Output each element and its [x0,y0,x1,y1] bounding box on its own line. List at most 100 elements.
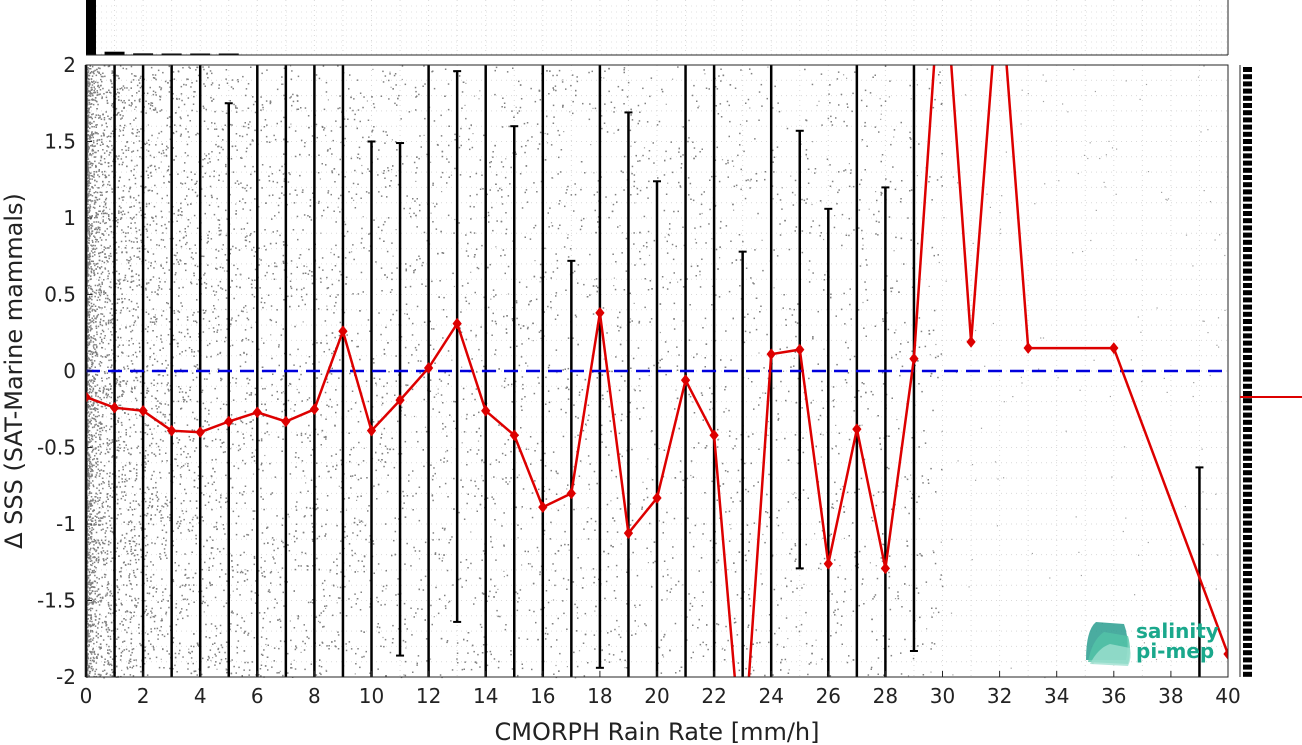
scatter-point [87,270,89,272]
scatter-point [158,167,160,169]
scatter-point [99,115,101,117]
scatter-point [565,411,567,414]
scatter-point [282,241,285,243]
scatter-point [91,99,93,101]
scatter-point [134,99,136,102]
scatter-point [357,345,359,348]
scatter-point [663,636,665,638]
top-histogram [86,0,1229,56]
scatter-point [100,333,102,335]
scatter-point [140,209,142,212]
scatter-point [899,374,901,377]
scatter-point [236,652,239,654]
scatter-point [215,143,217,146]
scatter-point [416,662,418,665]
scatter-point [107,183,109,186]
scatter-point [582,577,585,579]
scatter-point [796,322,799,324]
scatter-point [101,97,103,100]
scatter-point [804,68,806,71]
scatter-point [147,177,150,179]
scatter-point [115,457,118,459]
scatter-point [864,169,866,171]
scatter-point [416,305,419,308]
scatter-point [130,550,132,552]
scatter-point [281,567,284,569]
scatter-point [163,537,165,539]
scatter-point [899,351,901,353]
scatter-point [101,329,104,332]
scatter-point [155,168,157,171]
scatter-point [208,409,210,412]
right-histogram-bar [1243,650,1252,656]
scatter-point [201,673,203,676]
scatter-point [127,232,129,234]
scatter-point [498,424,500,426]
scatter-point [185,492,187,495]
scatter-point [132,79,135,81]
scatter-point [283,67,286,69]
scatter-point [186,598,189,601]
scatter-point [158,285,160,287]
scatter-point [210,84,213,86]
scatter-point [327,287,330,289]
scatter-point [260,675,262,677]
scatter-point [124,102,126,104]
scatter-point [515,301,518,304]
scatter-point [805,611,807,614]
scatter-point [526,638,529,640]
scatter-point [673,272,675,274]
scatter-point [348,88,350,90]
scatter-point [838,171,840,173]
scatter-point [172,400,175,403]
scatter-point [504,254,506,256]
scatter-point [473,650,475,653]
scatter-point [351,549,353,552]
scatter-point [327,470,329,473]
scatter-point [418,343,420,346]
scatter-point [362,136,364,139]
scatter-point [621,650,623,653]
scatter-point [806,198,808,200]
scatter-point [331,153,333,155]
scatter-point [184,182,187,185]
scatter-point [226,428,228,431]
scatter-point [739,259,742,261]
scatter-point [808,281,811,283]
scatter-point [417,655,420,657]
scatter-point [115,220,118,222]
scatter-point [87,185,89,187]
scatter-point [89,568,91,571]
scatter-point [300,373,302,376]
scatter-point [594,209,596,212]
scatter-point [185,128,187,130]
scatter-point [174,562,176,564]
scatter-point [510,477,512,479]
scatter-point [88,625,90,627]
scatter-point [149,501,151,503]
scatter-point [202,657,204,660]
scatter-point [382,81,385,83]
scatter-point [97,85,99,88]
scatter-point [317,202,320,204]
scatter-point [661,276,664,278]
scatter-point [117,75,119,77]
scatter-point [917,645,919,647]
scatter-point [244,573,247,575]
scatter-point [184,228,186,230]
right-histogram-bar [1243,585,1252,591]
scatter-point [102,414,104,416]
scatter-point [438,411,441,413]
scatter-point [634,264,636,266]
scatter-point [387,474,389,476]
scatter-point [87,569,89,571]
scatter-point [383,385,385,388]
scatter-point [753,485,755,487]
right-histogram-bar [1243,535,1252,540]
scatter-point [252,165,254,168]
scatter-point [734,87,737,89]
scatter-point [328,405,330,408]
scatter-point [300,139,303,142]
scatter-point [95,373,97,376]
scatter-point [553,89,555,91]
